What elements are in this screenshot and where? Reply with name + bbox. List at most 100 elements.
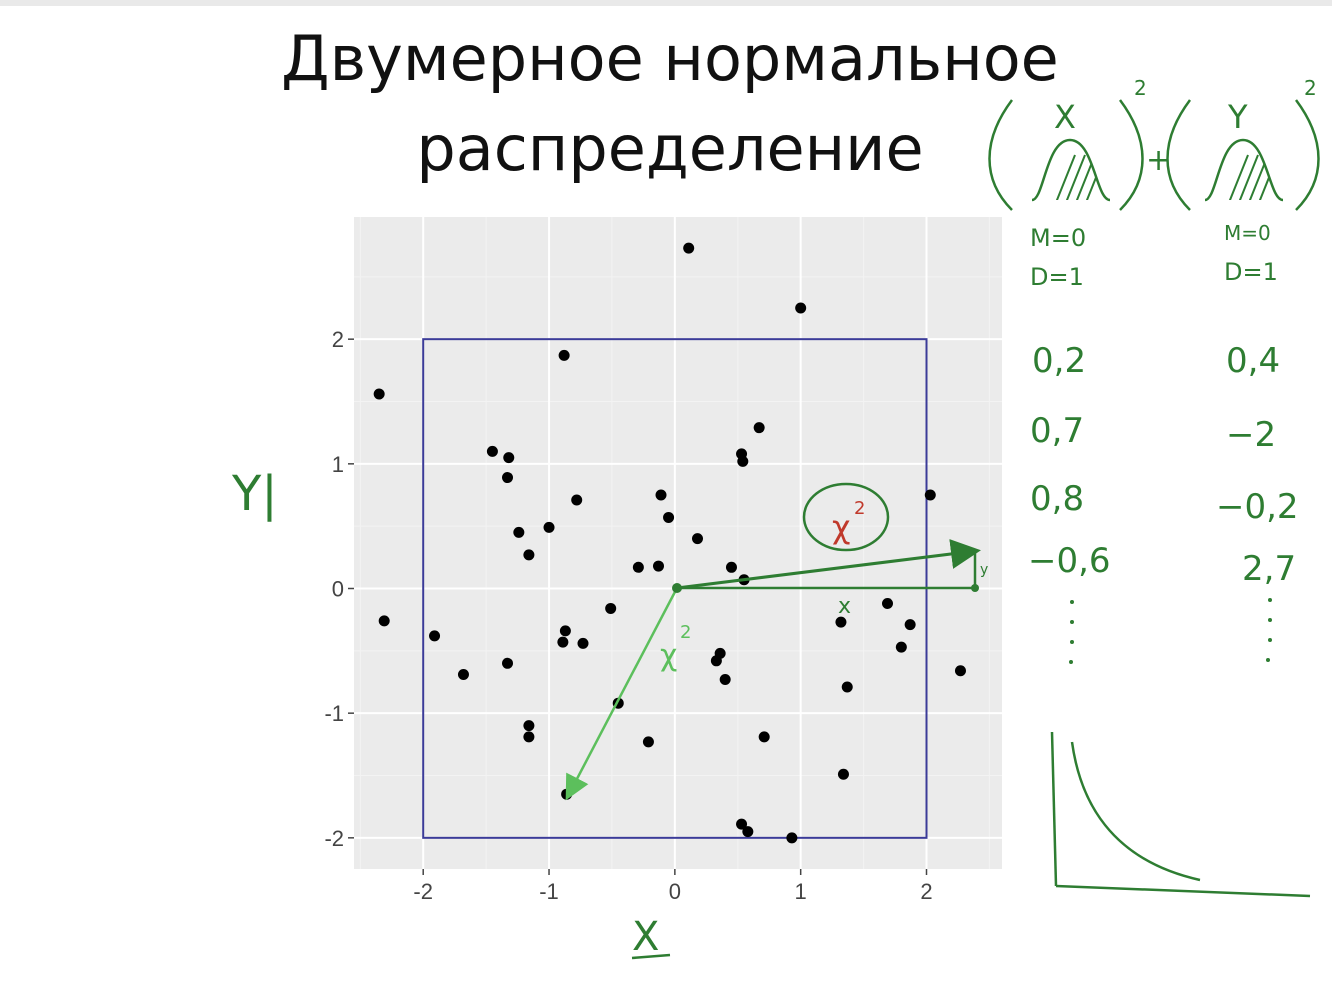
- sample-values: 0,2 0,7 0,8 −0,6 0,4 −2 −0,2 2,7: [1028, 341, 1299, 664]
- x-tick-label: -2: [413, 879, 433, 904]
- formula-y-close-paren: [1294, 99, 1320, 211]
- data-point: [457, 669, 469, 681]
- formula-y-open-paren: [1166, 99, 1192, 211]
- sketch-x-axis: [1055, 884, 1311, 898]
- y-param-variance: D=1: [1224, 258, 1278, 286]
- chi-square-green-exp: 2: [680, 622, 691, 643]
- vector-annotations: χ 2 χ 2 x y: [565, 482, 988, 801]
- formula-y-bell-curve: [1204, 138, 1284, 202]
- data-point: [710, 655, 722, 667]
- x-param-mean: M=0: [1030, 224, 1086, 252]
- data-point: [837, 768, 849, 780]
- ellipsis-x: [1069, 600, 1074, 664]
- data-point: [663, 511, 675, 523]
- resultant-vector: [676, 539, 981, 590]
- vector-x-label: x: [838, 594, 851, 619]
- x-tick-label: 2: [920, 879, 932, 904]
- vector-y-label: y: [980, 562, 988, 578]
- data-point: [652, 560, 664, 572]
- data-point: [895, 641, 907, 653]
- formula-y-label: Y: [1227, 98, 1248, 136]
- data-point: [632, 561, 644, 573]
- data-point: [758, 731, 770, 743]
- sample-x-4: −0,6: [1028, 541, 1111, 581]
- data-point: [513, 526, 525, 538]
- origin-dot: [672, 583, 682, 593]
- chi-square-red: χ: [832, 508, 850, 546]
- data-point: [642, 736, 654, 748]
- data-point: [523, 731, 535, 743]
- data-point: [655, 489, 667, 501]
- sample-x-3: 0,8: [1030, 479, 1084, 519]
- title-line-2: распределение: [416, 112, 924, 185]
- sample-y-2: −2: [1226, 415, 1276, 455]
- data-point: [557, 636, 569, 648]
- data-point: [881, 597, 893, 609]
- y-tick-label: -2: [324, 826, 344, 851]
- x-tick-label: 1: [795, 879, 807, 904]
- data-point: [502, 657, 514, 669]
- data-point: [786, 832, 798, 844]
- y-axis-note: Y|: [231, 466, 278, 522]
- title-line-1: Двумерное нормальное: [281, 22, 1059, 95]
- x-axis-ticks: -2 -1 0 1 2: [413, 869, 933, 904]
- data-point: [841, 681, 853, 693]
- sketch-y-axis: [1050, 731, 1058, 887]
- sample-x-1: 0,2: [1032, 341, 1086, 381]
- y-tick-label: 2: [332, 327, 344, 352]
- sample-y-4: 2,7: [1242, 549, 1296, 589]
- x-tick-label: -1: [539, 879, 559, 904]
- data-point: [736, 818, 748, 830]
- data-point: [559, 625, 571, 637]
- data-point: [692, 533, 704, 545]
- top-border: [0, 0, 1332, 6]
- formula: X 2 + Y 2 M=0 D=1 M=0 D=1: [988, 76, 1320, 291]
- y-tick-label: -1: [324, 701, 344, 726]
- x-axis-note-underline: [631, 953, 671, 960]
- data-point: [373, 388, 385, 400]
- formula-x-open-paren: [988, 99, 1014, 211]
- data-point: [378, 615, 390, 627]
- data-point: [523, 720, 535, 732]
- chi-circle: [802, 482, 890, 552]
- data-point: [954, 665, 966, 677]
- ellipsis-y: [1266, 598, 1272, 662]
- sample-x-2: 0,7: [1030, 411, 1084, 451]
- data-point: [737, 455, 749, 467]
- x-axis-note: X: [632, 914, 659, 960]
- sample-y-3: −0,2: [1216, 487, 1299, 527]
- formula-x-bell-curve: [1031, 138, 1111, 202]
- chi-square-green: χ: [660, 638, 677, 673]
- sample-y-1: 0,4: [1226, 341, 1280, 381]
- data-point: [904, 619, 916, 631]
- data-point: [725, 561, 737, 573]
- slide-title: Двумерное нормальное распределение: [170, 14, 1170, 194]
- data-point: [523, 549, 535, 561]
- y-tick-label: 1: [332, 452, 344, 477]
- chi-vector: [565, 587, 679, 801]
- formula-y-exp: 2: [1304, 76, 1317, 100]
- formula-x-close-paren: [1118, 99, 1144, 211]
- data-point: [683, 242, 695, 254]
- data-point: [835, 616, 847, 628]
- data-point: [502, 472, 514, 484]
- data-point: [719, 674, 731, 686]
- chi-square-red-exp: 2: [854, 498, 865, 519]
- data-point: [924, 489, 936, 501]
- data-point: [795, 302, 807, 314]
- data-points: [373, 242, 966, 844]
- data-point: [558, 349, 570, 361]
- data-point: [753, 422, 765, 434]
- chi-square-density-sketch: [1050, 731, 1311, 898]
- data-point: [486, 445, 498, 457]
- x-tick-label: 0: [669, 879, 681, 904]
- sketch-density-curve: [1070, 741, 1201, 882]
- formula-x-exp: 2: [1134, 76, 1147, 100]
- x-end-dot: [971, 584, 979, 592]
- y-param-mean: M=0: [1224, 221, 1271, 245]
- data-point: [543, 521, 555, 533]
- data-point: [571, 494, 583, 506]
- plot-panel: [354, 217, 1002, 869]
- y-tick-label: 0: [332, 577, 344, 602]
